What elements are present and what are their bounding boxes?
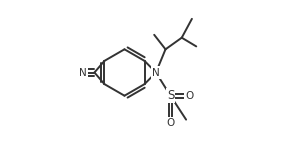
Text: S: S [167,89,174,102]
Text: O: O [185,91,193,101]
Text: O: O [166,118,175,127]
Text: N: N [79,68,87,77]
Text: N: N [152,68,160,77]
